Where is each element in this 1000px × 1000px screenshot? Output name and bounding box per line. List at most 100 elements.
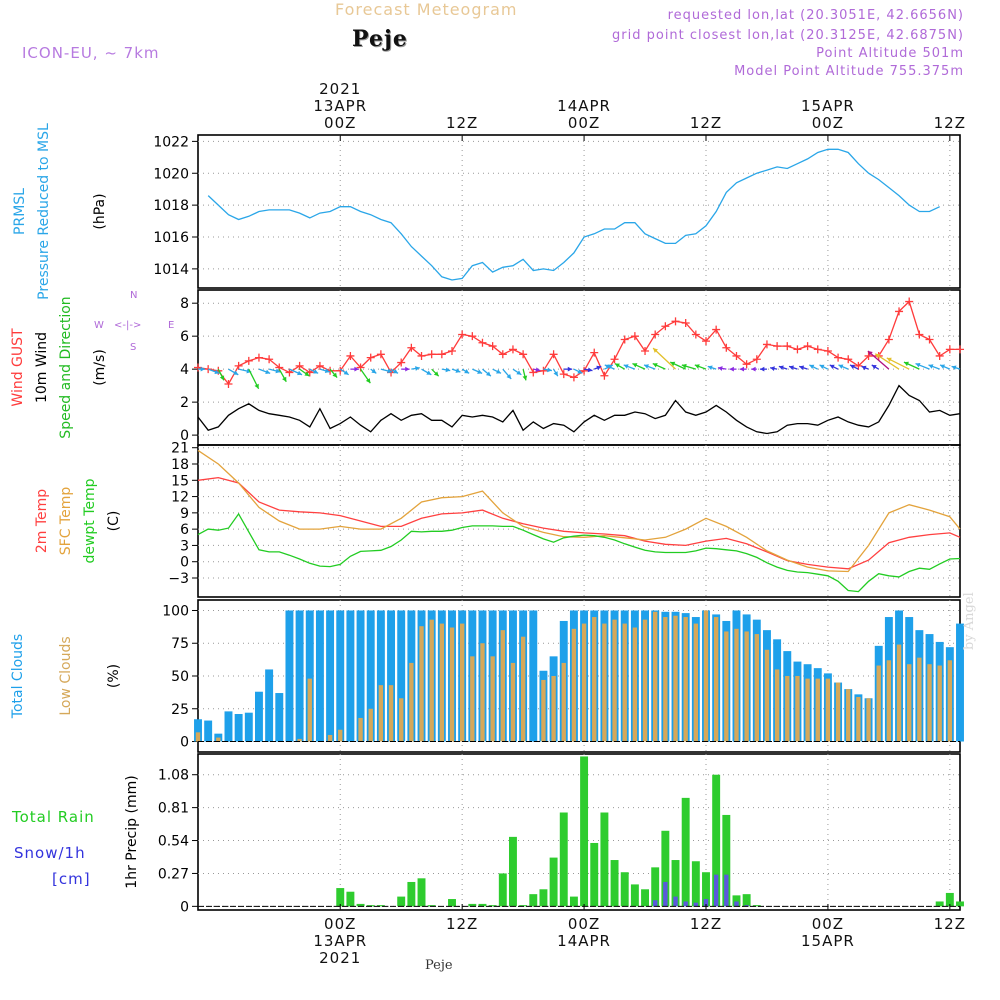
wind-gust-marker bbox=[417, 351, 426, 360]
wind-arrow bbox=[652, 362, 666, 370]
clouds-bar bbox=[254, 691, 263, 742]
clouds-bar bbox=[785, 676, 790, 742]
wind-arrow bbox=[915, 362, 930, 370]
precip-bar bbox=[376, 905, 385, 907]
precip-bar bbox=[529, 894, 538, 907]
temperature-axis-label: SFC Temp bbox=[58, 487, 74, 556]
clouds-axis-label: (%) bbox=[106, 664, 122, 688]
wind-arrow bbox=[502, 368, 512, 380]
precip-bar bbox=[722, 814, 731, 907]
wind-arrow bbox=[553, 368, 559, 377]
precip-bar bbox=[742, 894, 751, 907]
precip-bar bbox=[744, 905, 749, 907]
wind-ytick-label: 0 bbox=[180, 428, 189, 444]
wind-arrow bbox=[604, 364, 615, 370]
precip-bar bbox=[478, 903, 487, 907]
clouds-bar bbox=[305, 610, 314, 742]
precip-bar bbox=[448, 899, 456, 907]
wind-arrow-head bbox=[485, 371, 491, 377]
precip-bar bbox=[559, 812, 568, 907]
compass-east: E bbox=[168, 320, 175, 331]
wind-gust-marker bbox=[915, 330, 924, 339]
wind-arrow-shaft bbox=[652, 347, 676, 370]
wind-arrow-head bbox=[940, 364, 946, 369]
precip-legend-item: Snow/1h bbox=[14, 844, 86, 862]
wind-gust-marker bbox=[610, 355, 619, 364]
wind-arrow bbox=[401, 366, 410, 372]
wind-arrow bbox=[759, 366, 767, 372]
temperature-frame bbox=[197, 444, 961, 598]
precip-bar bbox=[653, 900, 658, 907]
wind-arrow-head bbox=[587, 367, 593, 373]
wind-gust-marker bbox=[803, 342, 812, 351]
precip-bar bbox=[620, 872, 629, 907]
wind-gust-marker bbox=[468, 332, 477, 341]
temperature-ytick-label: 18 bbox=[171, 457, 189, 473]
temperature-ytick-label: 6 bbox=[180, 522, 189, 538]
wind-arrow-head bbox=[387, 368, 393, 374]
clouds-bar bbox=[754, 634, 759, 742]
wind-arrow-head bbox=[553, 371, 558, 377]
wind-arrow bbox=[717, 366, 727, 371]
wind-arrow bbox=[819, 364, 829, 370]
temperature-axis-label: dewpt Temp bbox=[82, 478, 98, 563]
wind-arrow-head bbox=[506, 374, 512, 379]
wind-arrow-head bbox=[577, 369, 583, 374]
top-time-label: 00Z bbox=[812, 114, 844, 132]
precip-bar bbox=[691, 861, 700, 907]
bottom-time-label: 12Z bbox=[690, 915, 722, 933]
wind-arrow-head bbox=[770, 366, 775, 371]
wind-arrow bbox=[681, 363, 697, 370]
clouds-bar bbox=[856, 696, 861, 742]
compass-west: W bbox=[94, 320, 104, 331]
clouds-bar bbox=[805, 678, 810, 742]
clouds-bar bbox=[387, 610, 396, 742]
wind-gust-marker bbox=[559, 370, 568, 379]
clouds-bar bbox=[307, 678, 312, 742]
precip-bar bbox=[641, 889, 650, 907]
temperature-series-line bbox=[197, 512, 961, 593]
wind-gust-marker bbox=[732, 351, 741, 360]
top-time-label: 12Z bbox=[934, 114, 966, 132]
precip-bar bbox=[417, 878, 426, 907]
clouds-bar bbox=[378, 685, 384, 742]
wind-gust-marker bbox=[498, 350, 507, 359]
wind-arrow-head bbox=[707, 365, 713, 371]
precip-ytick-label: 1.08 bbox=[158, 768, 189, 784]
clouds-ytick-label: 50 bbox=[171, 669, 189, 685]
wind-arrow bbox=[411, 366, 420, 371]
wind-gust-marker bbox=[315, 361, 324, 370]
precip-ytick-label: 0.27 bbox=[158, 866, 189, 882]
wind-gust-marker bbox=[427, 350, 436, 359]
clouds-bar bbox=[876, 665, 881, 742]
clouds-bar bbox=[265, 669, 274, 742]
pressure-ytick-label: 1022 bbox=[153, 134, 189, 150]
wind-series-line bbox=[197, 384, 961, 435]
precip-bar bbox=[508, 836, 517, 907]
wind-arrow bbox=[522, 368, 528, 381]
wind-ytick-label: 8 bbox=[180, 296, 189, 312]
clouds-bar bbox=[439, 623, 445, 742]
clouds-bar bbox=[653, 611, 658, 742]
clouds-bar bbox=[295, 610, 304, 742]
clouds-ytick-label: 25 bbox=[171, 702, 189, 718]
clouds-axis-label: Low Clouds bbox=[58, 636, 74, 715]
precip-legend-item: Total Rain bbox=[11, 808, 95, 826]
bottom-time-label: 12Z bbox=[446, 915, 478, 933]
wind-arrow-head bbox=[799, 365, 805, 371]
wind-arrow bbox=[512, 368, 522, 376]
precip-bar bbox=[673, 896, 678, 907]
precip-bar bbox=[732, 895, 741, 907]
precip-bar bbox=[702, 872, 710, 907]
chart-title: Forecast Meteogram bbox=[335, 0, 518, 19]
wind-gust-marker bbox=[712, 325, 721, 334]
wind-arrow-head bbox=[297, 370, 303, 376]
precip-bar bbox=[488, 905, 497, 907]
wind-arrow bbox=[670, 361, 686, 370]
wind-arrow-shaft bbox=[867, 350, 890, 370]
clouds-bar bbox=[216, 737, 221, 742]
wind-arrow-head bbox=[838, 364, 844, 369]
clouds-bar bbox=[275, 693, 284, 742]
wind-gust-marker bbox=[346, 351, 355, 360]
